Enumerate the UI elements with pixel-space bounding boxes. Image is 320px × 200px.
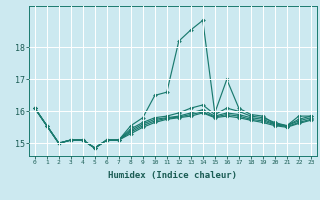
X-axis label: Humidex (Indice chaleur): Humidex (Indice chaleur) bbox=[108, 171, 237, 180]
